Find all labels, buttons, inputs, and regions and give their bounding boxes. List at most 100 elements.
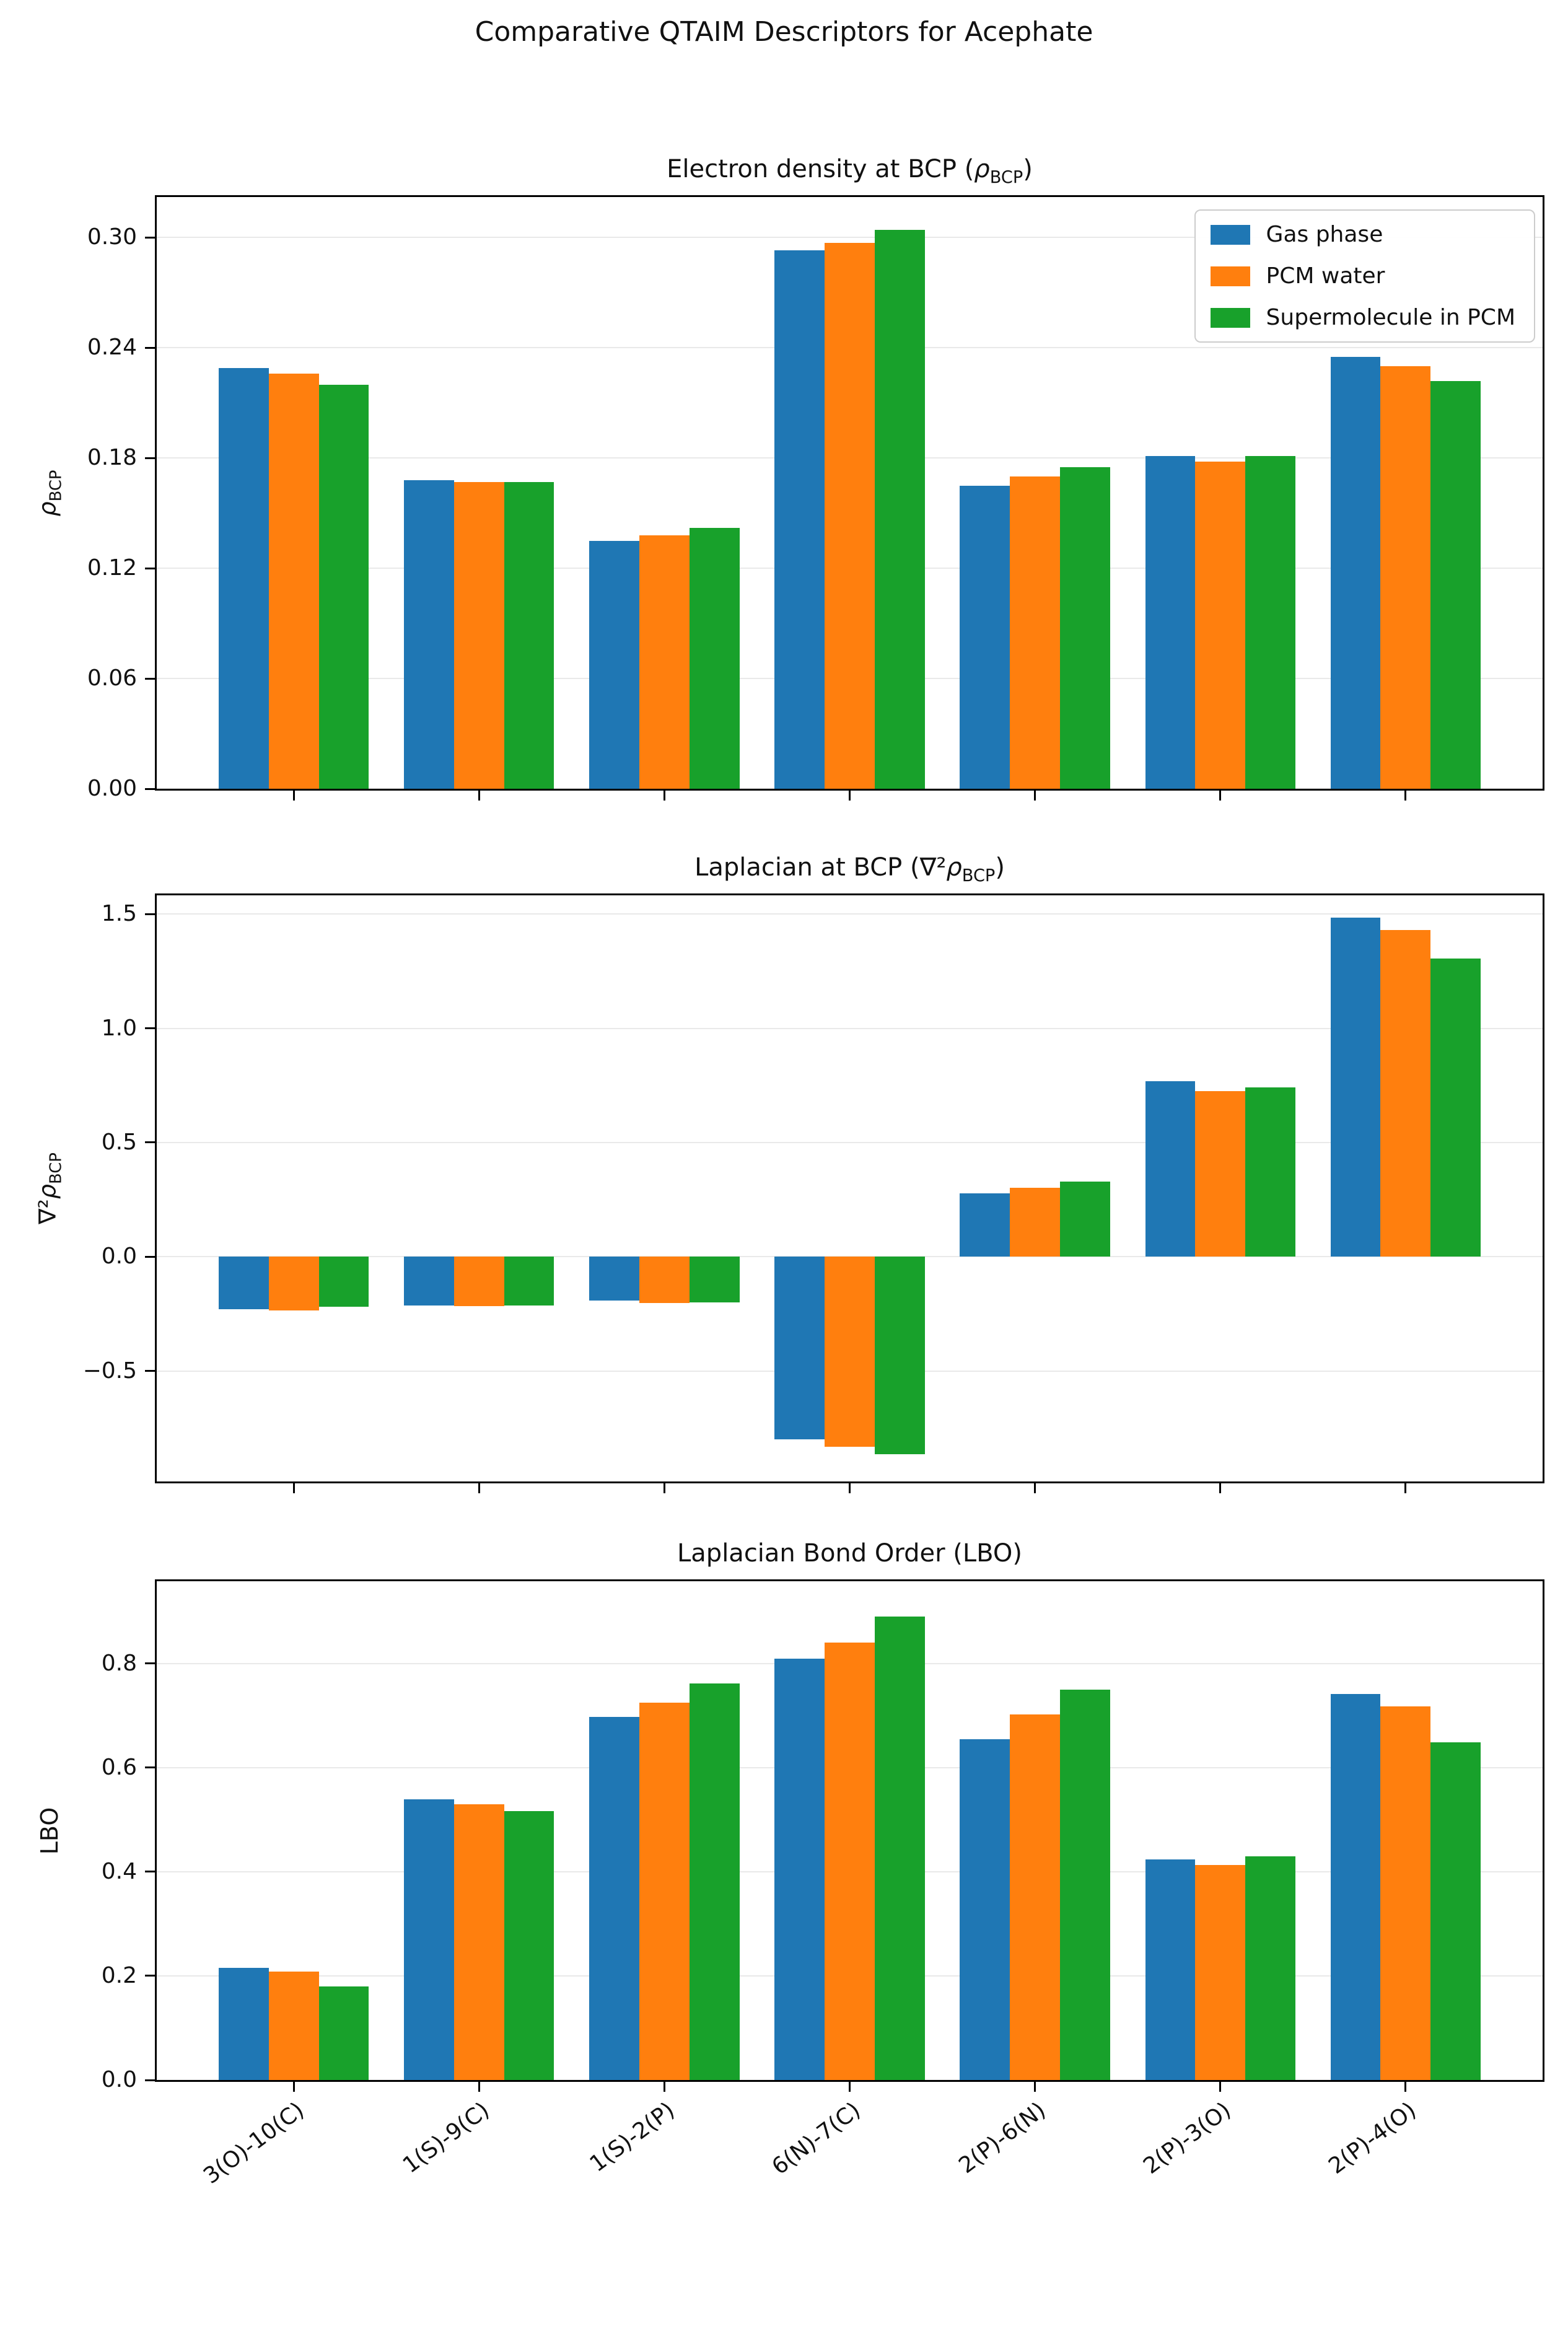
bar-gas-phase-2(p)-4(o) bbox=[1330, 1693, 1381, 2080]
y-tick-label: 0.12 bbox=[87, 555, 137, 581]
bar-pcm-water-1(s)-9(c) bbox=[453, 481, 504, 789]
legend-label: Supermolecule in PCM bbox=[1266, 305, 1515, 330]
x-tick-mark bbox=[663, 791, 665, 801]
x-tick-mark bbox=[478, 791, 480, 801]
bar-supermolecule-in-pcm-3(o)-10(c) bbox=[318, 384, 369, 789]
bar-pcm-water-2(p)-6(n) bbox=[1010, 476, 1060, 789]
y-tick-mark bbox=[145, 1027, 155, 1030]
y-axis-label-3: LBO bbox=[36, 1807, 63, 1854]
y-tick-mark bbox=[145, 788, 155, 790]
bar-pcm-water-6(n)-7(c) bbox=[825, 1643, 875, 2080]
bar-supermolecule-in-pcm-2(p)-6(n) bbox=[1059, 467, 1110, 789]
y-tick-label: 0.6 bbox=[101, 1754, 137, 1780]
bar-pcm-water-1(s)-2(p) bbox=[639, 535, 690, 789]
gridline bbox=[157, 1141, 1543, 1143]
bar-supermolecule-in-pcm-1(s)-2(p) bbox=[689, 1683, 740, 2080]
bar-pcm-water-3(o)-10(c) bbox=[268, 373, 319, 789]
bar-gas-phase-6(n)-7(c) bbox=[774, 1659, 825, 2080]
bar-gas-phase-2(p)-3(o) bbox=[1145, 456, 1196, 789]
legend-swatch-icon bbox=[1210, 224, 1250, 245]
y-axis-label-2: ∇²ρBCP bbox=[33, 1152, 66, 1224]
y-tick-label: 0.0 bbox=[101, 1244, 137, 1270]
bar-gas-phase-3(o)-10(c) bbox=[219, 367, 269, 789]
x-tick-mark bbox=[292, 2082, 295, 2092]
bar-gas-phase-1(s)-2(p) bbox=[589, 1257, 640, 1301]
bar-gas-phase-1(s)-9(c) bbox=[404, 480, 454, 789]
y-tick-label: 1.5 bbox=[101, 901, 137, 927]
y-tick-label: 0.0 bbox=[101, 2067, 137, 2092]
x-tick-mark bbox=[1219, 1483, 1222, 1493]
y-tick-mark bbox=[145, 1662, 155, 1665]
bar-pcm-water-6(n)-7(c) bbox=[825, 243, 875, 789]
bar-pcm-water-6(n)-7(c) bbox=[825, 1257, 875, 1447]
plot-area-1 bbox=[155, 195, 1544, 791]
x-tick-mark bbox=[1404, 1483, 1407, 1493]
bar-gas-phase-1(s)-9(c) bbox=[404, 1257, 454, 1306]
bar-gas-phase-2(p)-6(n) bbox=[960, 1193, 1010, 1257]
x-tick-mark bbox=[849, 1483, 851, 1493]
x-tick-mark bbox=[1404, 791, 1407, 801]
bar-pcm-water-1(s)-9(c) bbox=[453, 1257, 504, 1307]
bar-pcm-water-2(p)-6(n) bbox=[1010, 1714, 1060, 2080]
plot-title-2: Laplacian at BCP (∇²ρBCP) bbox=[694, 853, 1005, 885]
legend-item: Supermolecule in PCM bbox=[1210, 305, 1515, 330]
bar-supermolecule-in-pcm-6(n)-7(c) bbox=[874, 230, 925, 789]
y-tick-label: 0.18 bbox=[87, 445, 137, 471]
y-tick-label: 0.2 bbox=[101, 1962, 137, 1988]
y-tick-mark bbox=[145, 1141, 155, 1144]
bar-pcm-water-2(p)-6(n) bbox=[1010, 1187, 1060, 1257]
bar-pcm-water-2(p)-3(o) bbox=[1195, 462, 1245, 789]
x-tick-mark bbox=[1034, 2082, 1036, 2092]
bar-gas-phase-2(p)-6(n) bbox=[960, 485, 1010, 789]
y-tick-mark bbox=[145, 1871, 155, 1873]
y-tick-label: 0.5 bbox=[101, 1129, 137, 1155]
bar-gas-phase-1(s)-9(c) bbox=[404, 1799, 454, 2080]
bar-gas-phase-6(n)-7(c) bbox=[774, 250, 825, 789]
x-tick-mark bbox=[663, 1483, 665, 1493]
gridline bbox=[157, 1027, 1543, 1029]
bar-supermolecule-in-pcm-1(s)-2(p) bbox=[689, 1257, 740, 1303]
bar-gas-phase-6(n)-7(c) bbox=[774, 1257, 825, 1440]
bar-supermolecule-in-pcm-2(p)-3(o) bbox=[1245, 1087, 1295, 1257]
bar-gas-phase-2(p)-3(o) bbox=[1145, 1081, 1196, 1257]
bar-pcm-water-1(s)-2(p) bbox=[639, 1702, 690, 2080]
y-tick-mark bbox=[145, 2079, 155, 2081]
x-tick-mark bbox=[849, 2082, 851, 2092]
bar-pcm-water-1(s)-9(c) bbox=[453, 1804, 504, 2080]
y-tick-mark bbox=[145, 913, 155, 915]
y-axis-label-1: ρBCP bbox=[33, 470, 66, 516]
gridline bbox=[157, 913, 1543, 915]
y-tick-label: 0.8 bbox=[101, 1650, 137, 1676]
bar-supermolecule-in-pcm-2(p)-3(o) bbox=[1245, 1856, 1295, 2080]
plot-area-2 bbox=[155, 893, 1544, 1483]
x-tick-mark bbox=[1219, 2082, 1222, 2092]
bar-gas-phase-1(s)-2(p) bbox=[589, 1717, 640, 2080]
y-tick-mark bbox=[145, 677, 155, 680]
bar-supermolecule-in-pcm-2(p)-6(n) bbox=[1059, 1689, 1110, 2080]
legend: Gas phase PCM water Supermolecule in PCM bbox=[1194, 209, 1535, 343]
x-tick-mark bbox=[663, 2082, 665, 2092]
y-tick-mark bbox=[145, 346, 155, 349]
y-tick-label: 0.06 bbox=[87, 665, 137, 691]
bar-supermolecule-in-pcm-3(o)-10(c) bbox=[318, 1986, 369, 2080]
bar-supermolecule-in-pcm-1(s)-9(c) bbox=[504, 1811, 554, 2080]
y-tick-label: 0.00 bbox=[87, 776, 137, 801]
bar-supermolecule-in-pcm-3(o)-10(c) bbox=[318, 1257, 369, 1307]
y-tick-mark bbox=[145, 567, 155, 569]
y-tick-label: −0.5 bbox=[82, 1358, 137, 1384]
bar-supermolecule-in-pcm-6(n)-7(c) bbox=[874, 1257, 925, 1455]
bar-gas-phase-3(o)-10(c) bbox=[219, 1257, 269, 1309]
x-tick-mark bbox=[292, 1483, 295, 1493]
y-tick-label: 1.0 bbox=[101, 1015, 137, 1041]
bar-supermolecule-in-pcm-2(p)-4(o) bbox=[1430, 380, 1481, 789]
y-tick-label: 0.30 bbox=[87, 224, 137, 250]
y-tick-label: 0.4 bbox=[101, 1858, 137, 1884]
bar-pcm-water-2(p)-4(o) bbox=[1380, 930, 1431, 1257]
legend-item: PCM water bbox=[1210, 263, 1515, 289]
bar-gas-phase-2(p)-6(n) bbox=[960, 1739, 1010, 2080]
bar-supermolecule-in-pcm-2(p)-4(o) bbox=[1430, 1742, 1481, 2080]
legend-label: Gas phase bbox=[1266, 222, 1383, 247]
bar-supermolecule-in-pcm-2(p)-4(o) bbox=[1430, 959, 1481, 1257]
legend-swatch-icon bbox=[1210, 266, 1250, 286]
bar-pcm-water-2(p)-4(o) bbox=[1380, 1706, 1431, 2080]
